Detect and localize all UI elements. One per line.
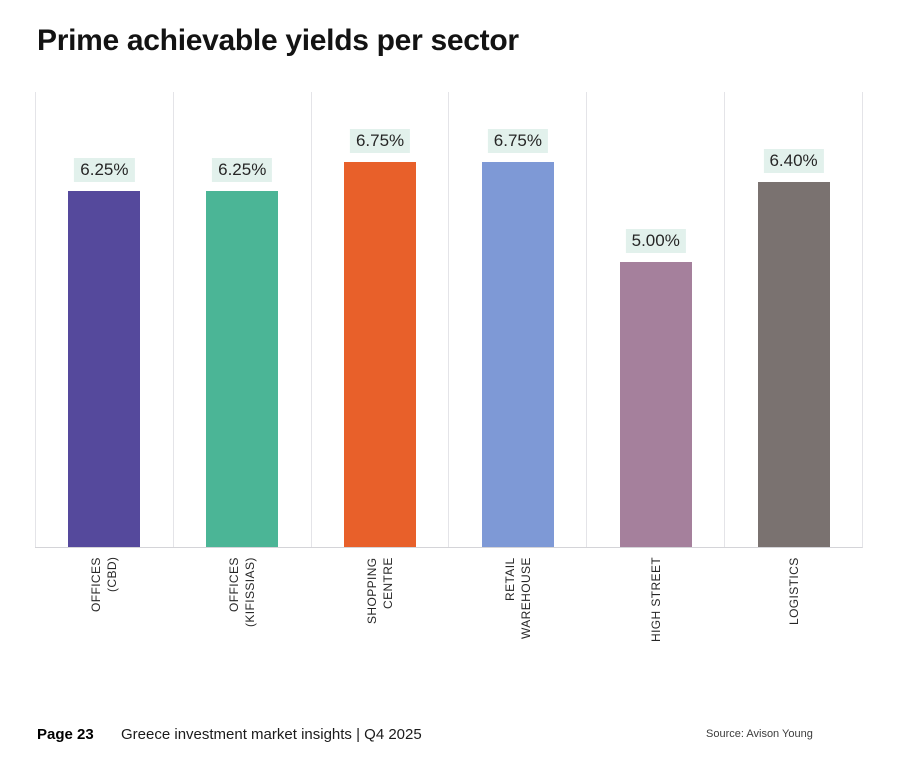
bar-value-label: 6.25%	[74, 157, 135, 182]
bar-value-label: 6.75%	[487, 129, 548, 154]
bar-value-label: 5.00%	[625, 229, 686, 253]
x-axis-labels: OFFICES (CBD) OFFICES (KIFISSIAS) SHOPPING…	[35, 548, 863, 670]
category-column: 6.40%	[724, 92, 862, 547]
x-label-cell: RETAIL WAREHOUSE	[449, 548, 587, 670]
bar-value-label: 6.40%	[763, 149, 824, 174]
category-label: SHOPPING CENTRE	[364, 557, 395, 624]
bar	[757, 182, 830, 547]
chart-title: Prime achievable yields per sector	[37, 24, 519, 57]
bar-chart: 6.25% 6.25% 6.75% 6.75% 5.00% 6.40% OFFICES (…	[35, 92, 863, 670]
category-label: LOGISTICS	[786, 557, 801, 625]
footer-report-title: Greece investment market insights | Q4 2…	[121, 726, 422, 743]
category-label: OFFICES (CBD)	[88, 557, 119, 612]
x-label-cell: SHOPPING CENTRE	[311, 548, 449, 670]
bar-value-label: 6.75%	[349, 129, 411, 154]
x-label-cell: OFFICES (CBD)	[35, 548, 173, 670]
bar	[344, 162, 417, 547]
footer-source: Source: Avison Young	[706, 728, 813, 740]
plot-area: 6.25% 6.25% 6.75% 6.75% 5.00% 6.40%	[35, 92, 863, 548]
bar	[619, 262, 692, 547]
bar-value-label: 6.25%	[212, 157, 273, 182]
page-number: Page 23	[37, 726, 94, 743]
category-column: 5.00%	[586, 92, 724, 547]
category-column: 6.75%	[448, 92, 586, 547]
bar	[481, 162, 554, 547]
x-label-cell: OFFICES (KIFISSIAS)	[173, 548, 311, 670]
category-column: 6.25%	[172, 92, 311, 547]
x-label-cell: LOGISTICS	[725, 548, 863, 670]
category-label: HIGH STREET	[648, 557, 663, 643]
category-label: OFFICES (KIFISSIAS)	[226, 557, 257, 627]
category-column: 6.25%	[35, 92, 173, 547]
bar	[68, 190, 141, 547]
category-label: RETAIL WAREHOUSE	[502, 557, 533, 639]
category-column: 6.75%	[310, 92, 449, 547]
x-label-cell: HIGH STREET	[587, 548, 725, 670]
bar	[206, 190, 279, 547]
